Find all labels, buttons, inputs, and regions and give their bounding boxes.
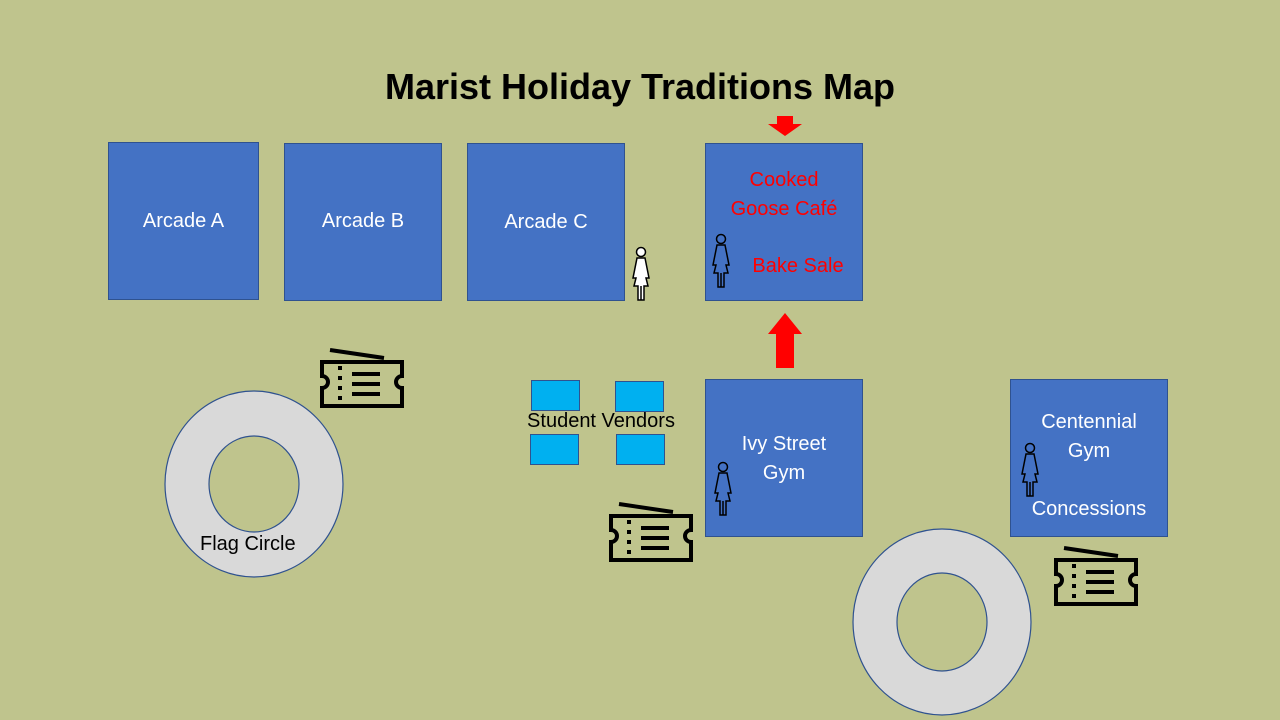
circle-landmark[interactable] [851, 527, 1033, 717]
arcade-c[interactable]: Arcade C [467, 143, 625, 301]
vendor-stall[interactable] [615, 381, 664, 412]
centennial-gym[interactable]: Centennial Gym Concessions [1010, 379, 1168, 537]
arcade-c-label: Arcade C [504, 211, 588, 233]
centennial-gym-label-line1: Centennial [1041, 411, 1137, 433]
vendor-stall[interactable] [616, 434, 665, 465]
flag-circle[interactable] [163, 389, 345, 579]
arcade-b-label: Arcade B [321, 210, 405, 232]
ticket-icon[interactable] [318, 346, 406, 410]
arcade-a-label: Arcade A [142, 210, 225, 232]
arcade-b[interactable]: Arcade B [284, 143, 442, 301]
arrow-down-icon [768, 116, 802, 136]
flag-circle-label: Flag Circle [200, 533, 296, 555]
arcade-a[interactable]: Arcade A [108, 142, 259, 300]
vendor-stall[interactable] [530, 434, 579, 465]
vendor-stall[interactable] [531, 380, 580, 411]
cafe-label-line1: Cooked [749, 169, 819, 191]
bake-sale-label: Bake Sale [752, 255, 844, 277]
ivy-street-gym[interactable]: Ivy Street Gym [705, 379, 863, 537]
cooked-goose-cafe[interactable]: Cooked Goose Café Bake Sale [705, 143, 863, 301]
ticket-icon[interactable] [1052, 544, 1140, 608]
ivy-gym-label-line2: Gym [762, 462, 806, 484]
map-title: Marist Holiday Traditions Map [384, 66, 896, 107]
ivy-gym-label-line1: Ivy Street [741, 433, 827, 455]
student-vendors-label: Student Vendors [527, 410, 675, 432]
restroom-woman-icon[interactable] [628, 246, 654, 302]
restroom-woman-icon[interactable] [710, 461, 736, 517]
restroom-woman-icon[interactable] [708, 233, 734, 289]
cafe-label-line2: Goose Café [730, 198, 838, 220]
centennial-gym-label-line2: Gym [1067, 440, 1111, 462]
concessions-label: Concessions [1031, 498, 1147, 520]
arrow-up-icon [768, 313, 802, 368]
restroom-woman-icon[interactable] [1017, 442, 1043, 498]
ticket-icon[interactable] [607, 500, 695, 564]
